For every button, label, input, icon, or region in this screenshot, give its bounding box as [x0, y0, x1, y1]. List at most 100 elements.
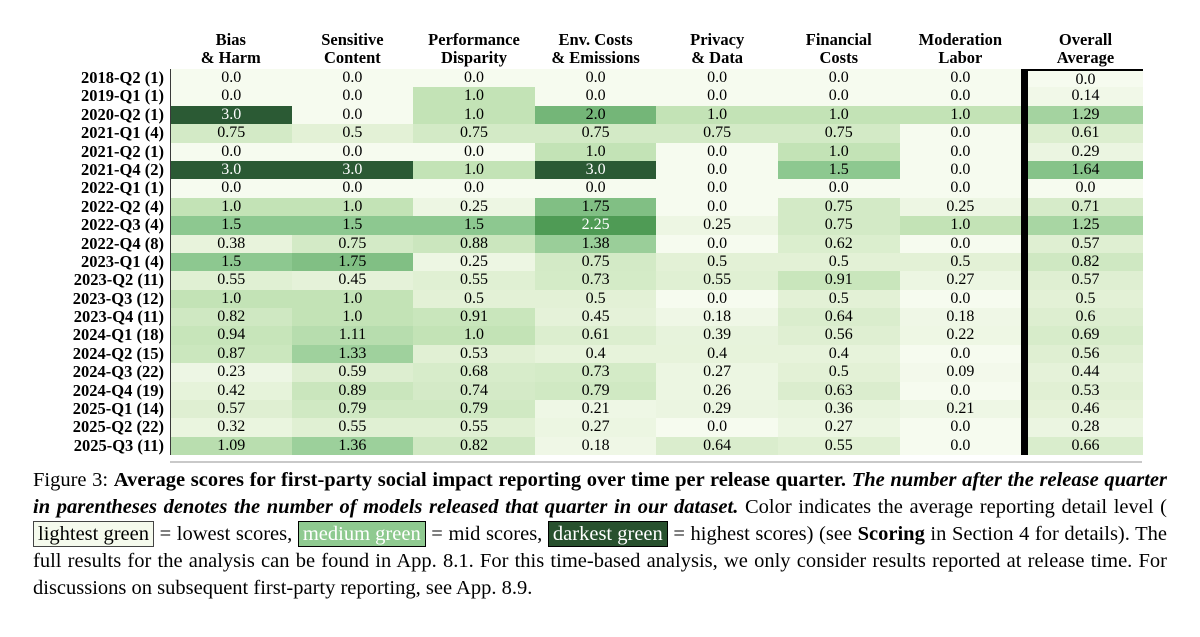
- column-header: Sensitive Content: [292, 30, 414, 69]
- column-header: Financial Costs: [778, 30, 900, 69]
- heatmap-cell: 1.0: [534, 142, 657, 161]
- column-header: Moderation Labor: [900, 30, 1022, 69]
- column-header-line1: Bias: [215, 30, 246, 49]
- row-label: 2025-Q1 (14): [72, 399, 164, 419]
- heatmap-cell: 0.71: [1021, 197, 1143, 217]
- heatmap-cell: 0.75: [534, 252, 657, 272]
- legend-swatch-dark: darkest green: [547, 521, 668, 547]
- column-header-line1: Sensitive: [321, 30, 384, 49]
- heatmap-cell: 0.0: [291, 142, 414, 161]
- caption-bold-text: Scoring: [857, 523, 925, 545]
- heatmap-cell: 0.87: [170, 344, 292, 364]
- heatmap-cell: 0.0: [656, 179, 778, 198]
- heatmap-cell: 0.75: [777, 216, 900, 235]
- heatmap-cell: 0.59: [291, 363, 414, 382]
- heatmap-cell: 3.0: [534, 160, 657, 180]
- heatmap-cell: 0.79: [291, 400, 414, 419]
- heatmap-cell: 1.0: [413, 160, 535, 180]
- heatmap-cell: 0.25: [899, 197, 1022, 217]
- heatmap-cell: 0.5: [656, 252, 778, 272]
- heatmap-cell: 1.5: [170, 216, 292, 235]
- heatmap-cell: 0.63: [777, 381, 900, 401]
- row-label: 2021-Q1 (4): [81, 123, 164, 143]
- heatmap-cell: 1.0: [899, 216, 1022, 235]
- heatmap-cell: 0.75: [413, 124, 535, 143]
- heatmap-cell: 0.82: [1021, 252, 1143, 272]
- heatmap-cell: 1.0: [291, 289, 414, 309]
- column-header-line1: Env. Costs: [558, 30, 633, 49]
- heatmap-cell: 1.75: [291, 252, 414, 272]
- heatmap-cell: 0.55: [656, 271, 778, 290]
- row-label: 2020-Q2 (1): [81, 104, 164, 124]
- heatmap-cell: 0.5: [777, 363, 900, 382]
- heatmap-cell: 0.55: [777, 436, 900, 456]
- column-header-line2: Average: [1056, 48, 1115, 67]
- column-header-line2: & Data: [691, 48, 744, 67]
- heatmap-cell: 0.26: [656, 381, 778, 401]
- heatmap-cell: 1.75: [534, 197, 657, 217]
- legend-swatch-light: lightest green: [33, 521, 155, 547]
- heatmap-cell: 0.57: [170, 400, 292, 419]
- row-label: 2024-Q4 (19): [72, 380, 164, 400]
- column-header: Privacy & Data: [656, 30, 778, 69]
- row-label: 2024-Q3 (22): [72, 362, 164, 382]
- heatmap-cell: 0.5: [777, 289, 900, 309]
- heatmap-cell: 0.0: [291, 87, 414, 106]
- heatmap-cell: 0.0: [899, 124, 1022, 143]
- heatmap-cell: 0.0: [291, 69, 414, 88]
- column-header-line2: Labor: [938, 48, 983, 67]
- heatmap-cell: 3.0: [170, 160, 292, 180]
- row-label: 2022-Q2 (4): [81, 196, 164, 216]
- row-label: 2021-Q2 (1): [81, 141, 164, 161]
- heatmap-cell: 0.27: [899, 271, 1022, 290]
- heatmap-cell: 0.0: [656, 289, 778, 309]
- heatmap-cell: 0.73: [534, 363, 657, 382]
- heatmap-cell: 0.0: [413, 179, 535, 198]
- caption-text: Color indicates the average reporting de…: [744, 496, 1167, 518]
- heatmap-cell: 0.4: [777, 344, 900, 364]
- heatmap-cell: 1.38: [534, 234, 657, 253]
- row-label: 2023-Q3 (12): [72, 288, 164, 308]
- heatmap-cell: 0.36: [777, 400, 900, 419]
- heatmap-cell: 2.25: [534, 216, 657, 235]
- heatmap-cell: 0.94: [170, 326, 292, 345]
- heatmap-cell: 1.0: [777, 142, 900, 161]
- column-header-line1: Moderation: [918, 30, 1003, 49]
- caption-text: = mid scores,: [425, 523, 548, 545]
- heatmap-cell: 0.21: [899, 400, 1022, 419]
- heatmap-cell: 0.0: [899, 179, 1022, 198]
- heatmap-cell: 0.0: [777, 69, 900, 88]
- heatmap-cell: 0.45: [534, 308, 657, 327]
- heatmap-cell: 0.0: [534, 87, 657, 106]
- heatmap-cell: 0.74: [413, 381, 535, 401]
- caption-text: Figure 3:: [33, 469, 114, 491]
- heatmap-cell: 0.0: [413, 69, 535, 88]
- heatmap-cell: 0.57: [1021, 271, 1143, 290]
- heatmap-cell: 0.0: [899, 234, 1022, 253]
- heatmap-cell: 0.0: [899, 344, 1022, 364]
- heatmap-cell: 0.56: [777, 326, 900, 345]
- heatmap-cell: 0.0: [656, 69, 778, 88]
- heatmap-cell: 0.0: [899, 142, 1022, 161]
- heatmap-cell: 0.18: [899, 308, 1022, 327]
- row-label: 2023-Q2 (11): [73, 270, 164, 290]
- heatmap-cell: 0.82: [413, 436, 535, 456]
- heatmap-cell: 1.0: [291, 197, 414, 217]
- heatmap-cell: 0.0: [656, 418, 778, 437]
- row-label: 2025-Q2 (22): [72, 417, 164, 437]
- heatmap-cell: 1.64: [1021, 160, 1143, 180]
- heatmap-cell: 0.68: [413, 363, 535, 382]
- heatmap-cell: 0.75: [534, 124, 657, 143]
- column-header-line1: Performance: [428, 30, 520, 49]
- heatmap-cell: 1.33: [291, 344, 414, 364]
- heatmap-cell: 1.29: [1021, 105, 1143, 125]
- heatmap-cell: 0.6: [1021, 308, 1143, 327]
- heatmap-cell: 1.0: [777, 105, 900, 125]
- heatmap-cell: 0.79: [413, 400, 535, 419]
- heatmap-cell: 0.0: [899, 289, 1022, 309]
- heatmap-cell: 0.62: [777, 234, 900, 253]
- heatmap-cell: 0.23: [170, 363, 292, 382]
- heatmap-cell: 0.55: [413, 418, 535, 437]
- caption-bold-italic-text: The number after the release quarter in …: [33, 469, 1167, 518]
- column-header: Bias & Harm: [170, 30, 292, 69]
